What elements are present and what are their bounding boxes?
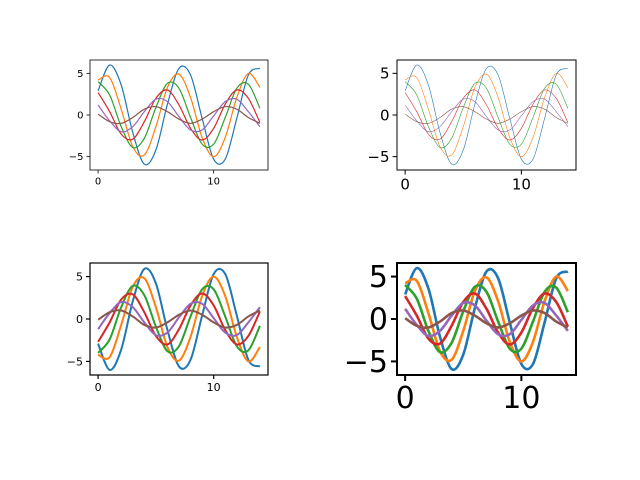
y-tick-label: 0 <box>76 313 83 326</box>
series-line <box>97 309 261 329</box>
series-line <box>405 73 569 157</box>
series-line <box>97 64 261 166</box>
y-tick-label: 0 <box>369 303 388 338</box>
y-tick-label: 5 <box>380 65 390 83</box>
x-tick-label: 10 <box>512 176 531 194</box>
series-line <box>404 98 569 133</box>
x-tick-label: 0 <box>400 176 410 194</box>
series-line <box>97 105 261 125</box>
series-line <box>404 89 569 141</box>
series-line <box>403 266 569 371</box>
y-tick-label: 0 <box>380 106 390 124</box>
y-tick-label: −5 <box>367 148 389 166</box>
series-line <box>404 300 569 338</box>
x-tick-label: 0 <box>95 381 102 394</box>
series-line <box>404 81 569 149</box>
x-tick-label: 10 <box>207 381 221 394</box>
y-tick-label: 5 <box>76 270 83 283</box>
y-tick-label: 5 <box>369 260 388 295</box>
series-line <box>404 106 568 124</box>
x-tick-label: 10 <box>502 381 540 416</box>
series-line <box>97 89 261 141</box>
series-line <box>97 300 261 337</box>
x-tick-label: 10 <box>207 177 220 188</box>
series-line <box>404 309 569 330</box>
series-line <box>97 267 261 371</box>
y-tick-label: −5 <box>67 355 83 368</box>
series-line <box>97 284 261 354</box>
y-tick-label: −5 <box>69 152 84 163</box>
y-tick-label: 5 <box>77 69 83 80</box>
y-tick-label: −5 <box>344 345 388 380</box>
series-line <box>97 72 261 158</box>
series-line <box>97 292 261 346</box>
series-line <box>404 64 569 166</box>
series-line <box>404 284 570 354</box>
x-tick-label: 0 <box>95 177 101 188</box>
x-tick-label: 0 <box>396 381 415 416</box>
y-tick-label: 0 <box>77 111 83 122</box>
series-line <box>97 97 261 133</box>
series-line <box>404 292 570 346</box>
series-line <box>97 81 261 149</box>
